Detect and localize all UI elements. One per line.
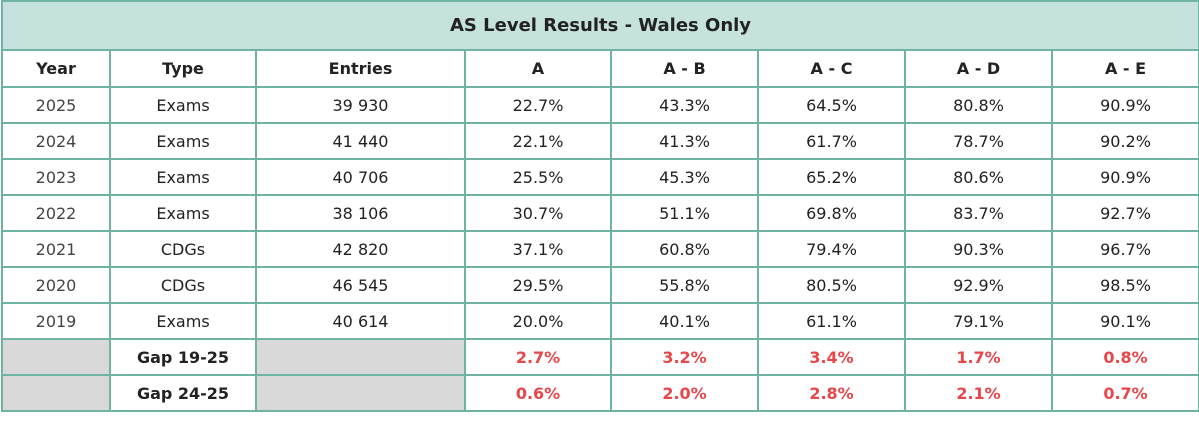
cell-a-d: 80.6%	[904, 158, 1053, 196]
header-a: A	[464, 49, 612, 88]
cell-a: 20.0%	[464, 302, 612, 340]
cell-type: CDGs	[109, 230, 257, 268]
cell-entries: 46 545	[255, 266, 466, 304]
table-row: 2025 Exams 39 930 22.7% 43.3% 64.5% 80.8% 90.9%	[1, 86, 1199, 124]
cell-year: 2020	[1, 266, 111, 304]
cell-a-e: 90.9%	[1050, 86, 1199, 124]
gap-a-e: 0.7%	[1050, 374, 1199, 412]
table-title: AS Level Results - Wales Only	[0, 0, 1199, 51]
header-type: Type	[109, 49, 257, 88]
cell-a: 25.5%	[464, 158, 612, 196]
cell-a-d: 90.3%	[904, 230, 1053, 268]
table-row: 2020 CDGs 46 545 29.5% 55.8% 80.5% 92.9% 98.5%	[1, 266, 1199, 304]
gap-blank-cell	[255, 374, 466, 412]
header-entries: Entries	[255, 49, 466, 88]
gap-a: 2.7%	[464, 338, 612, 376]
gap-a-b: 3.2%	[610, 338, 759, 376]
table-row: 2024 Exams 41 440 22.1% 41.3% 61.7% 78.7% 90.2%	[1, 122, 1199, 160]
gap-blank-cell	[1, 374, 111, 412]
cell-entries: 38 106	[255, 194, 466, 232]
table-row: 2022 Exams 38 106 30.7% 51.1% 69.8% 83.7% 92.7%	[1, 194, 1199, 232]
cell-a-c: 64.5%	[757, 86, 906, 124]
cell-a-d: 78.7%	[904, 122, 1053, 160]
cell-a-c: 69.8%	[757, 194, 906, 232]
gap-a-d: 1.7%	[904, 338, 1053, 376]
cell-a: 37.1%	[464, 230, 612, 268]
table-row: 2021 CDGs 42 820 37.1% 60.8% 79.4% 90.3% 96.7%	[1, 230, 1199, 268]
header-a-d: A - D	[904, 49, 1053, 88]
cell-a-b: 41.3%	[610, 122, 759, 160]
table-body: 2025 Exams 39 930 22.7% 43.3% 64.5% 80.8% 90.9%…	[1, 86, 1199, 412]
cell-a: 30.7%	[464, 194, 612, 232]
cell-a: 29.5%	[464, 266, 612, 304]
header-a-e: A - E	[1050, 49, 1199, 88]
cell-a-d: 83.7%	[904, 194, 1053, 232]
cell-a-c: 61.1%	[757, 302, 906, 340]
table-row: 2019 Exams 40 614 20.0% 40.1% 61.1% 79.1% 90.1%	[1, 302, 1199, 340]
cell-type: Exams	[109, 122, 257, 160]
cell-a-c: 79.4%	[757, 230, 906, 268]
header-a-c: A - C	[757, 49, 906, 88]
header-a-b: A - B	[610, 49, 759, 88]
gap-a-b: 2.0%	[610, 374, 759, 412]
cell-entries: 40 614	[255, 302, 466, 340]
cell-a: 22.7%	[464, 86, 612, 124]
cell-a: 22.1%	[464, 122, 612, 160]
cell-year: 2022	[1, 194, 111, 232]
gap-a-e: 0.8%	[1050, 338, 1199, 376]
title-row: AS Level Results - Wales Only	[0, 0, 1199, 51]
gap-label: Gap 19-25	[109, 338, 257, 376]
cell-year: 2019	[1, 302, 111, 340]
cell-type: Exams	[109, 158, 257, 196]
cell-year: 2025	[1, 86, 111, 124]
cell-a-e: 98.5%	[1050, 266, 1199, 304]
cell-a-e: 90.1%	[1050, 302, 1199, 340]
cell-a-b: 51.1%	[610, 194, 759, 232]
cell-a-e: 96.7%	[1050, 230, 1199, 268]
cell-entries: 41 440	[255, 122, 466, 160]
gap-a: 0.6%	[464, 374, 612, 412]
cell-year: 2023	[1, 158, 111, 196]
cell-a-e: 92.7%	[1050, 194, 1199, 232]
cell-year: 2021	[1, 230, 111, 268]
header-row: Year Type Entries A A - B A - C A - D A …	[1, 49, 1199, 88]
cell-type: Exams	[109, 194, 257, 232]
gap-row: Gap 19-25 2.7% 3.2% 3.4% 1.7% 0.8%	[1, 338, 1199, 376]
cell-a-d: 79.1%	[904, 302, 1053, 340]
results-table: AS Level Results - Wales Only Year Type …	[0, 0, 1199, 412]
gap-a-c: 2.8%	[757, 374, 906, 412]
gap-label: Gap 24-25	[109, 374, 257, 412]
cell-a-b: 55.8%	[610, 266, 759, 304]
cell-year: 2024	[1, 122, 111, 160]
cell-a-c: 80.5%	[757, 266, 906, 304]
cell-entries: 42 820	[255, 230, 466, 268]
cell-a-c: 61.7%	[757, 122, 906, 160]
cell-a-d: 80.8%	[904, 86, 1053, 124]
gap-row: Gap 24-25 0.6% 2.0% 2.8% 2.1% 0.7%	[1, 374, 1199, 412]
cell-type: Exams	[109, 86, 257, 124]
cell-a-e: 90.2%	[1050, 122, 1199, 160]
cell-a-d: 92.9%	[904, 266, 1053, 304]
cell-a-b: 43.3%	[610, 86, 759, 124]
cell-entries: 40 706	[255, 158, 466, 196]
gap-a-d: 2.1%	[904, 374, 1053, 412]
cell-a-b: 60.8%	[610, 230, 759, 268]
gap-a-c: 3.4%	[757, 338, 906, 376]
cell-a-c: 65.2%	[757, 158, 906, 196]
cell-type: CDGs	[109, 266, 257, 304]
cell-a-b: 45.3%	[610, 158, 759, 196]
cell-entries: 39 930	[255, 86, 466, 124]
table-row: 2023 Exams 40 706 25.5% 45.3% 65.2% 80.6% 90.9%	[1, 158, 1199, 196]
cell-a-b: 40.1%	[610, 302, 759, 340]
gap-blank-cell	[1, 338, 111, 376]
cell-type: Exams	[109, 302, 257, 340]
cell-a-e: 90.9%	[1050, 158, 1199, 196]
header-year: Year	[1, 49, 111, 88]
gap-blank-cell	[255, 338, 466, 376]
